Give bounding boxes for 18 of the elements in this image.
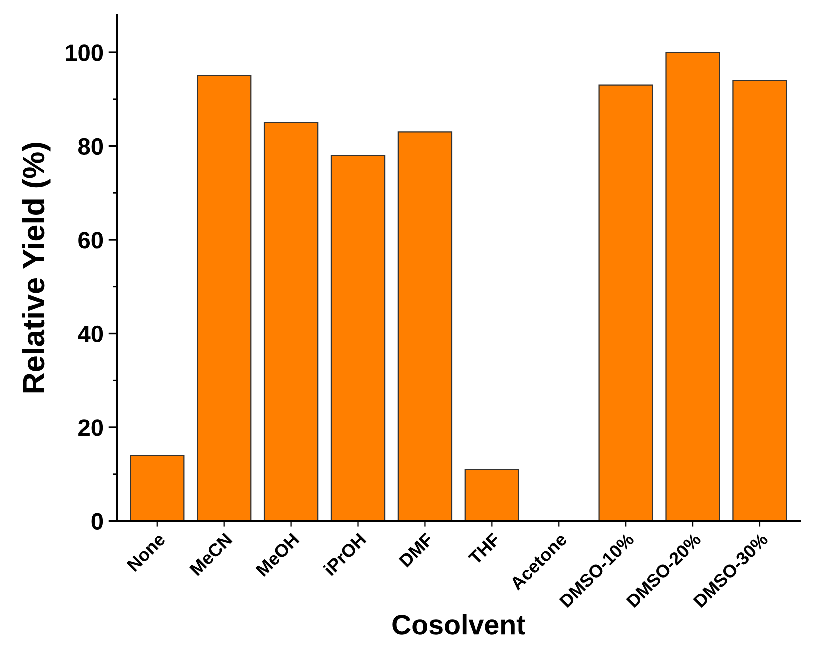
bar: [598, 84, 654, 522]
bar: [197, 75, 252, 522]
bar: [264, 122, 319, 522]
x-axis-title: Cosolvent: [392, 614, 526, 635]
bar: [732, 80, 788, 522]
bar: [130, 455, 185, 522]
y-tick-label: 80: [78, 138, 104, 156]
bar: [398, 132, 453, 522]
x-tick-label: THF: [468, 532, 501, 566]
bar: [464, 469, 520, 522]
y-tick-label: 40: [78, 326, 104, 343]
y-tick-label: 0: [92, 513, 104, 530]
bar: [666, 52, 720, 522]
y-axis-title: Relative Yield (%): [22, 143, 51, 393]
y-tick-label: 20: [78, 420, 104, 436]
y-tick-label: 100: [66, 44, 104, 62]
bar: [330, 155, 386, 522]
y-tick-label: 60: [78, 232, 104, 249]
